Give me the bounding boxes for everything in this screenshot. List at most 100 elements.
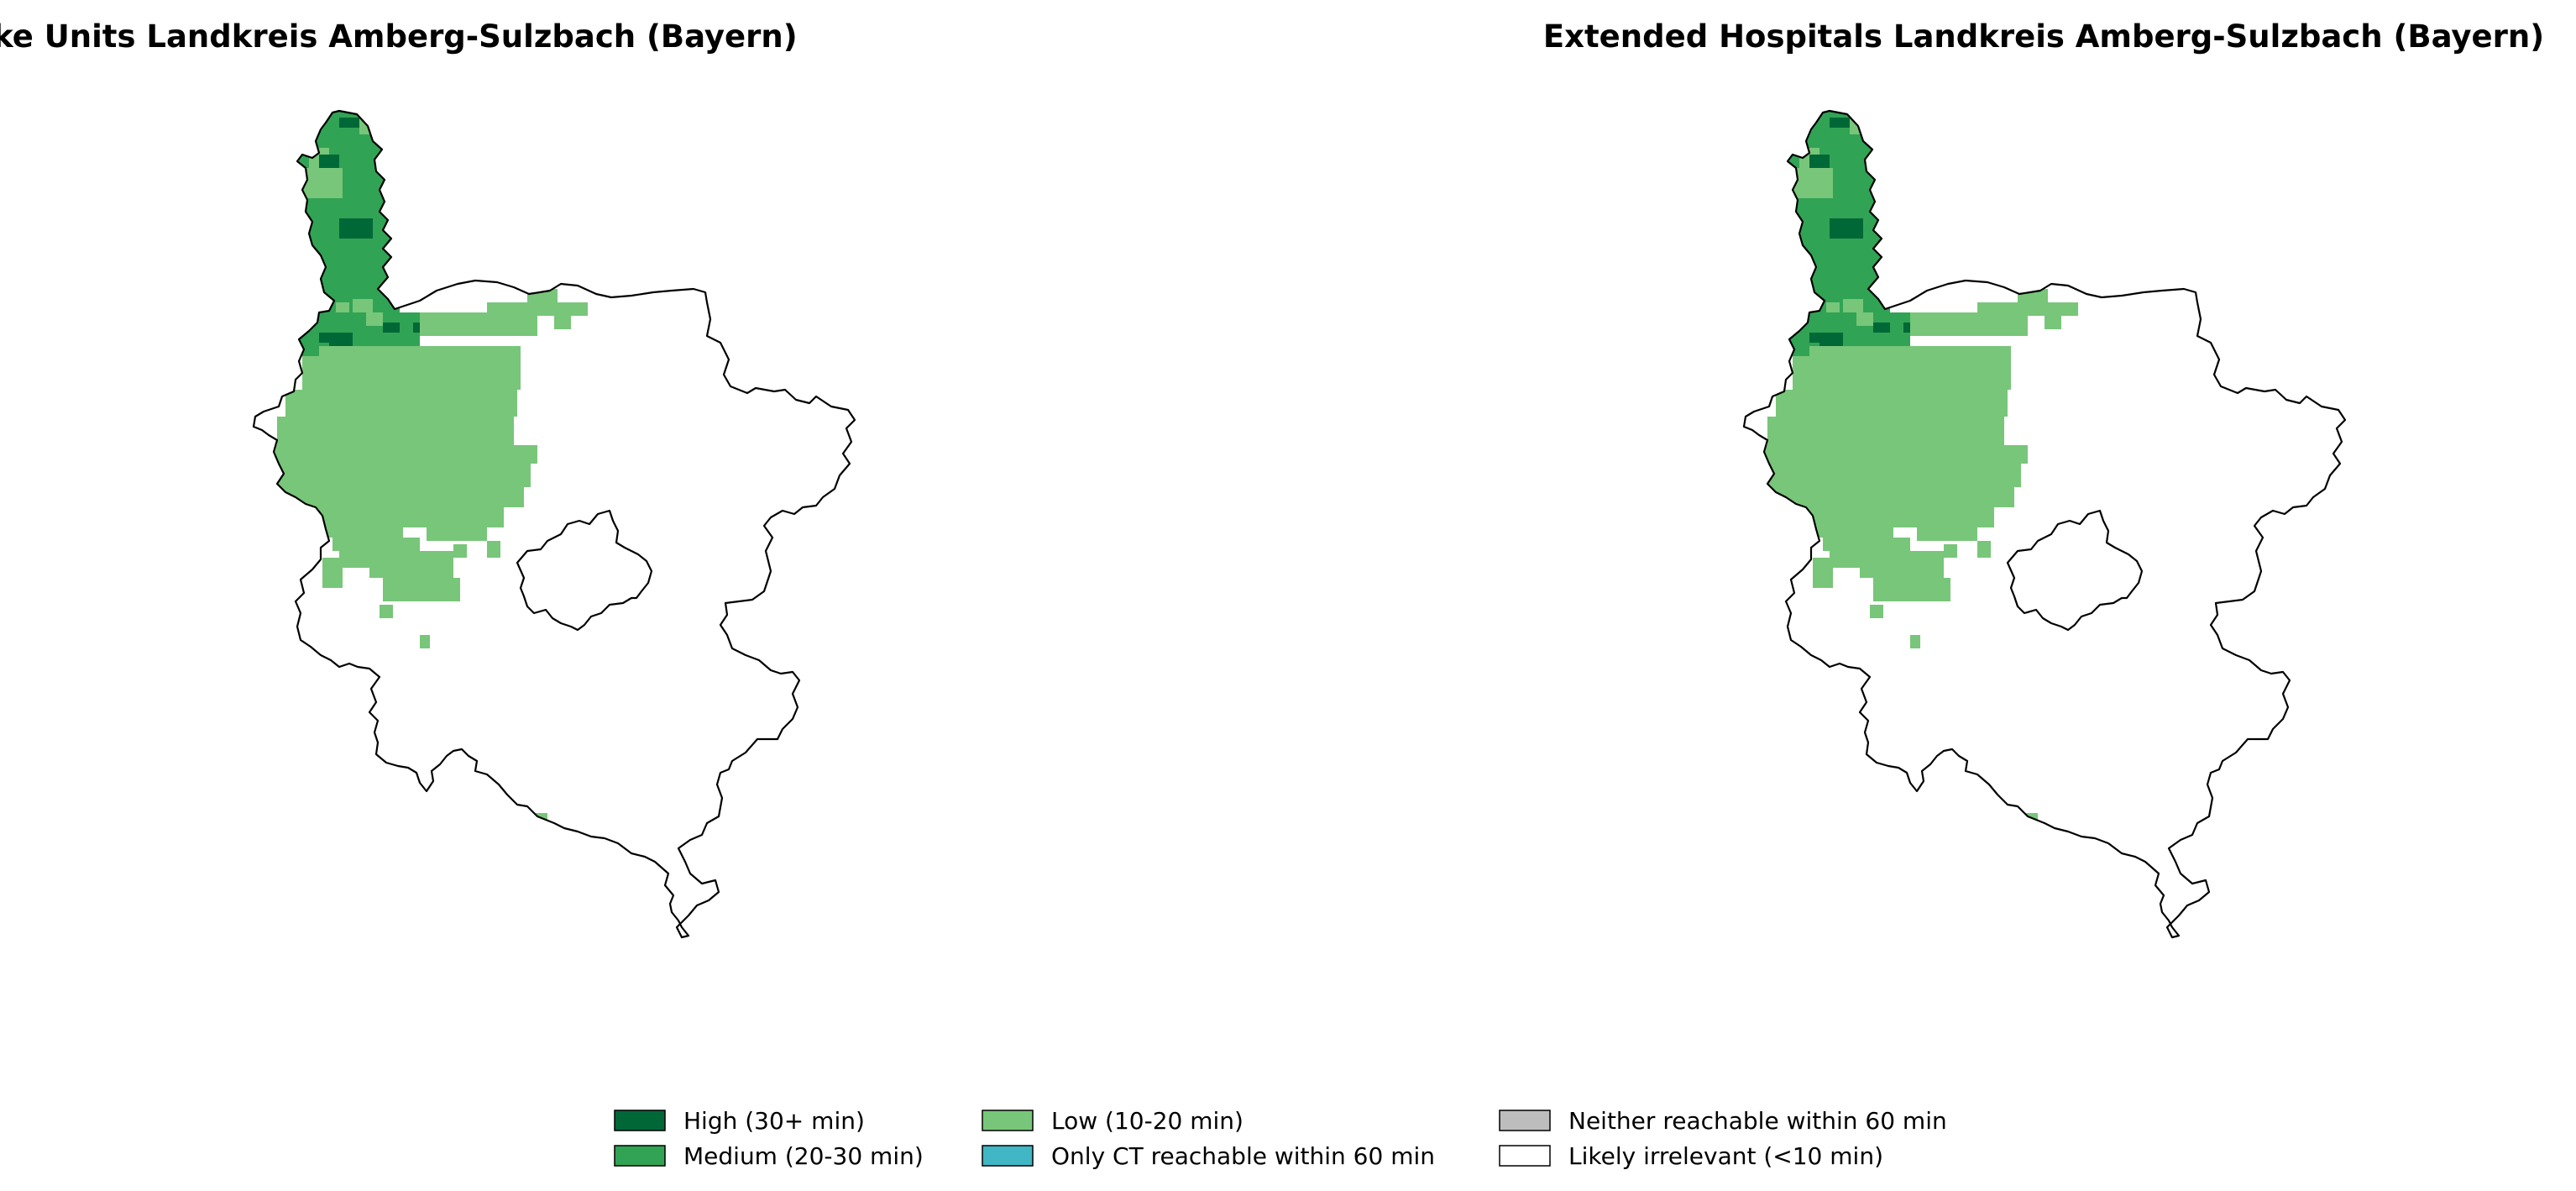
grid-cell: [494, 366, 504, 376]
grid-cell: [390, 615, 393, 618]
grid-cell: [1917, 538, 1927, 541]
grid-cell: [339, 151, 349, 161]
grid-cell: [1947, 527, 1957, 538]
grid-cell: [1930, 323, 1940, 333]
grid-cell: [526, 484, 531, 487]
grid-cell: [354, 474, 364, 484]
grid-cell: [309, 353, 319, 356]
grid-cell: [277, 437, 287, 445]
grid-cell: [1999, 497, 2009, 507]
grid-cell: [1903, 598, 1914, 601]
grid-cell: [1957, 410, 1967, 417]
legend-swatch: [982, 1145, 1034, 1167]
grid-cell: [427, 527, 437, 538]
grid-cell: [1830, 118, 1840, 128]
grid-cell: [334, 464, 344, 474]
grid-cell: [413, 366, 423, 376]
grid-cell: [393, 517, 403, 527]
grid-cell: [433, 386, 443, 390]
grid-cell: [385, 464, 395, 474]
grid-cell: [477, 538, 487, 541]
grid-cell: [1819, 212, 1830, 222]
grid-cell: [339, 538, 349, 548]
grid-cell: [1843, 507, 1853, 517]
grid-cell: [1867, 527, 1877, 538]
grid-cell: [509, 427, 514, 437]
grid-cell: [2016, 464, 2021, 474]
grid-cell: [428, 487, 438, 497]
grid-cell: [359, 561, 369, 568]
grid-cell: [1929, 487, 1939, 497]
legend-swatch: [1499, 1145, 1551, 1167]
grid-cell: [554, 326, 564, 329]
grid-cell: [1819, 333, 1830, 343]
grid-cell: [1840, 171, 1850, 181]
grid-cell: [369, 346, 380, 356]
grid-cell: [1778, 427, 1788, 437]
grid-cell: [1927, 538, 1937, 541]
grid-cell: [1828, 417, 1838, 427]
grid-cell: [2006, 464, 2016, 474]
grid-cell: [356, 390, 366, 400]
grid-cell: [309, 323, 319, 333]
grid-cell: [329, 202, 339, 212]
grid-cell: [450, 445, 460, 455]
legend-swatch: [982, 1110, 1034, 1131]
grid-cell: [490, 312, 500, 323]
grid-cell: [1793, 517, 1803, 527]
grid-cell: [1976, 464, 1986, 474]
grid-cell: [510, 333, 521, 336]
grid-cell: [312, 178, 322, 188]
coverage-grid: [269, 111, 588, 820]
grid-cell: [1809, 202, 1819, 212]
grid-cell: [1789, 353, 1799, 356]
grid-cell: [1830, 292, 1840, 302]
grid-cell: [1793, 507, 1803, 517]
grid-cell: [356, 527, 366, 538]
grid-cell: [2055, 326, 2061, 329]
grid-cell: [1997, 390, 2008, 400]
grid-cell: [413, 588, 423, 598]
grid-cell: [1924, 507, 1934, 517]
grid-cell: [408, 427, 418, 437]
grid-cell: [405, 484, 415, 487]
grid-cell: [1893, 588, 1903, 598]
grid-cell: [1798, 437, 1808, 445]
grid-cell: [369, 282, 380, 292]
grid-cell: [322, 568, 332, 578]
grid-cell: [338, 437, 348, 445]
grid-cell: [327, 437, 338, 445]
grid-cell: [474, 507, 484, 517]
grid-cell: [1989, 437, 1999, 445]
grid-cell: [1950, 312, 1961, 323]
grid-cell: [458, 417, 469, 427]
grid-cell: [1945, 484, 1956, 487]
grid-cell: [1850, 228, 1860, 239]
grid-cell: [344, 474, 354, 484]
grid-cell: [1961, 333, 1971, 336]
grid-cell: [1895, 464, 1905, 474]
grid-cell: [1880, 551, 1890, 561]
grid-cell: [514, 386, 521, 390]
grid-cell: [2021, 445, 2028, 455]
grid-cell: [408, 437, 418, 445]
grid-cell: [484, 386, 494, 390]
grid-cell: [1796, 410, 1806, 417]
grid-cell: [1848, 417, 1858, 427]
grid-cell: [1920, 551, 1930, 561]
grid-cell: [467, 400, 477, 410]
grid-cell: [443, 356, 453, 366]
grid-cell: [299, 282, 309, 292]
grid-cell: [390, 212, 400, 222]
grid-cell: [403, 507, 413, 517]
grid-cell: [358, 487, 368, 497]
grid-cell: [467, 538, 477, 541]
grid-cell: [1778, 437, 1788, 445]
grid-cell: [1809, 232, 1819, 242]
grid-cell: [1828, 497, 1838, 507]
grid-cell: [383, 507, 393, 517]
grid-cell: [1808, 487, 1818, 497]
grid-cell: [1858, 437, 1868, 445]
grid-cell: [1840, 218, 1850, 228]
grid-cell: [1981, 445, 1991, 455]
